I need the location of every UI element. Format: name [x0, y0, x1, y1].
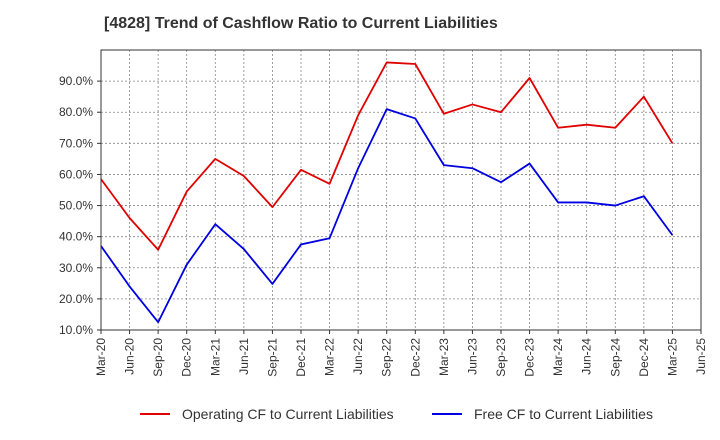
- y-tick-label: 10.0%: [59, 323, 93, 337]
- x-tick-label: Sep-23: [494, 338, 508, 377]
- x-axis: Mar-20 Jun-20 Sep-20 Dec-20 Mar-21 Jun-21 Sep-…: [94, 330, 708, 377]
- x-tick-label: Mar-24: [551, 338, 565, 376]
- x-tick-label: Sep-24: [608, 338, 622, 377]
- x-tick-label: Sep-20: [151, 338, 165, 377]
- series-line: [100, 61, 674, 251]
- y-tick-label: 20.0%: [59, 292, 93, 306]
- y-tick-label: 40.0%: [59, 230, 93, 244]
- x-tick-label: Mar-22: [323, 338, 337, 376]
- y-tick-label: 50.0%: [59, 199, 93, 213]
- x-tick-label: Jun-21: [237, 338, 251, 375]
- grid: [101, 50, 701, 330]
- series-lines: [100, 61, 674, 324]
- y-tick-label: 30.0%: [59, 261, 93, 275]
- x-tick-label: Mar-23: [437, 338, 451, 376]
- x-tick-label: Jun-20: [123, 338, 137, 375]
- legend-label: Free CF to Current Liabilities: [474, 406, 653, 422]
- x-tick-label: Jun-22: [351, 338, 365, 375]
- y-tick-label: 70.0%: [59, 136, 93, 150]
- y-tick-label: 80.0%: [59, 105, 93, 119]
- x-tick-label: Jun-24: [580, 338, 594, 375]
- legend-label: Operating CF to Current Liabilities: [182, 406, 394, 422]
- x-tick-label: Dec-23: [523, 338, 537, 377]
- plot-frame: [100, 49, 702, 331]
- x-tick-label: Dec-21: [294, 338, 308, 377]
- x-tick-label: Mar-20: [94, 338, 108, 376]
- legend: Operating CF to Current Liabilities Free …: [140, 406, 653, 422]
- x-tick-label: Jun-23: [465, 338, 479, 375]
- x-tick-label: Dec-22: [408, 338, 422, 377]
- series-line: [100, 108, 674, 324]
- x-tick-label: Dec-24: [637, 338, 651, 377]
- y-axis: 10.0% 20.0% 30.0% 40.0% 50.0% 60.0% 70.0% 80.0%…: [59, 74, 101, 337]
- y-tick-label: 60.0%: [59, 167, 93, 181]
- x-tick-label: Jun-25: [694, 338, 708, 375]
- y-tick-label: 90.0%: [59, 74, 93, 88]
- x-tick-label: Dec-20: [180, 338, 194, 377]
- x-tick-label: Sep-21: [265, 338, 279, 377]
- chart-title: [4828] Trend of Cashflow Ratio to Curren…: [104, 15, 498, 32]
- x-tick-label: Sep-22: [380, 338, 394, 377]
- x-tick-label: Mar-25: [665, 338, 679, 376]
- x-tick-label: Mar-21: [208, 338, 222, 376]
